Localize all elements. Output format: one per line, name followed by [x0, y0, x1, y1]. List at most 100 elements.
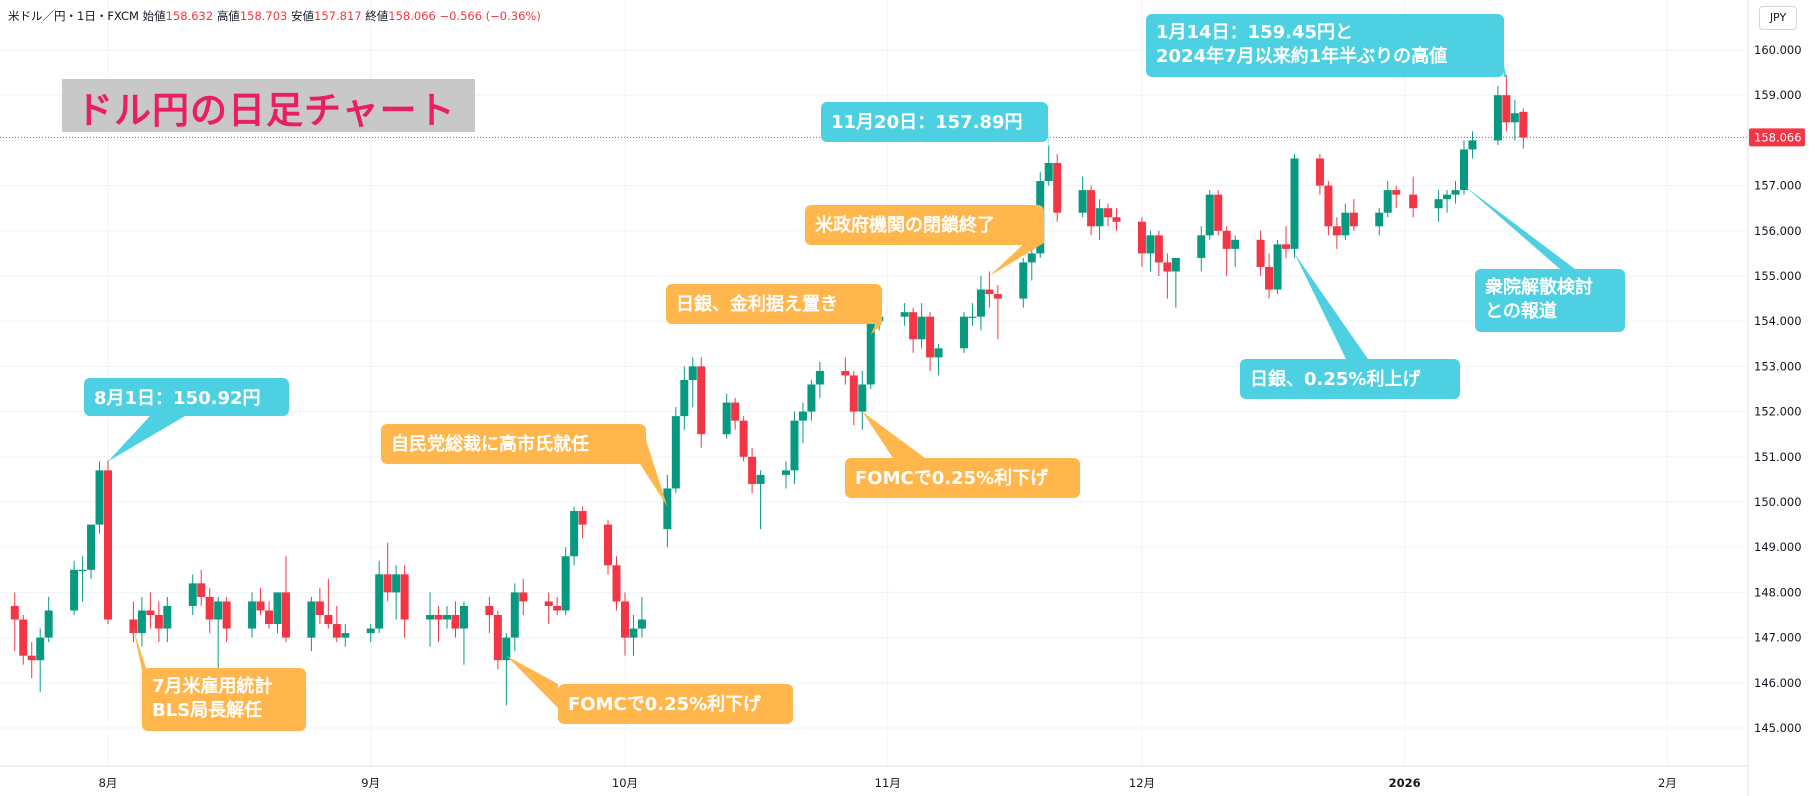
callout-box [84, 378, 289, 416]
candle [1112, 208, 1121, 231]
candle-body [451, 615, 460, 629]
candle-body [1095, 208, 1104, 227]
candle-body [248, 601, 257, 629]
candle [248, 592, 257, 638]
candle [798, 402, 807, 444]
candle [1409, 176, 1418, 218]
callout-text: BLS局長解任 [152, 699, 262, 721]
callout-pointer [862, 411, 925, 458]
candle [146, 592, 155, 629]
candle [815, 361, 824, 399]
candle [1282, 226, 1291, 258]
currency-button[interactable]: JPY [1759, 6, 1797, 30]
candle-body [214, 601, 223, 620]
candle [1146, 230, 1155, 272]
candle [544, 592, 553, 625]
candle-body [1273, 244, 1282, 290]
candle-body [1112, 217, 1121, 222]
candle [1460, 140, 1468, 195]
candle-body [1493, 95, 1502, 141]
candle [1519, 108, 1528, 149]
candle-body [188, 583, 197, 606]
candle-body [620, 601, 629, 638]
candle [1171, 257, 1180, 308]
candle-body [1265, 266, 1274, 290]
candle [620, 592, 629, 656]
y-tick-label: 149.000 [1754, 540, 1802, 554]
candle-body [95, 470, 104, 525]
candle [95, 461, 104, 534]
y-tick-label: 151.000 [1754, 450, 1802, 464]
candle [265, 601, 274, 629]
candle-body [146, 610, 155, 615]
candle-body [493, 615, 502, 661]
candle-body [926, 316, 935, 358]
candle [748, 447, 757, 493]
candle [1137, 217, 1146, 267]
x-tick-label: 2月 [1658, 776, 1677, 790]
candle-body [78, 569, 87, 571]
candle-body [1154, 235, 1163, 263]
candle [104, 460, 112, 625]
candle [1502, 74, 1511, 132]
candle [1332, 217, 1341, 249]
candle-body [400, 574, 409, 620]
candle [1053, 153, 1062, 222]
candle-body [366, 628, 375, 634]
candle-body [519, 592, 528, 602]
candle-body [426, 615, 435, 620]
candle-body [731, 402, 740, 421]
candle-body [10, 605, 19, 620]
candle-body [1341, 212, 1350, 236]
callout-pointer [1504, 66, 1507, 78]
candle [451, 601, 460, 638]
candle [1256, 230, 1265, 276]
candle-body [790, 420, 799, 471]
candle-body [637, 619, 646, 629]
candle [731, 398, 740, 430]
annotation-callout: FOMCで0.25%利下げ [845, 411, 1080, 498]
candle-body [756, 474, 765, 484]
y-tick-label: 148.000 [1754, 585, 1802, 599]
callout-pointer [108, 416, 185, 462]
candle [129, 601, 138, 643]
annotation-callout: 11月20日：157.89円 [821, 102, 1049, 148]
candle-body [1460, 149, 1468, 191]
candle [434, 605, 443, 643]
candle [1392, 185, 1401, 209]
callout-text: FOMCで0.25%利下げ [855, 467, 1049, 489]
candle-body [459, 605, 468, 629]
candle-body [44, 610, 53, 638]
candle [222, 596, 231, 643]
candle-body [985, 289, 994, 295]
annotation-callout: FOMCで0.25%利下げ [506, 655, 793, 724]
candle-body [976, 289, 985, 317]
candle-body [222, 601, 231, 629]
candle [1434, 190, 1443, 222]
y-tick-label: 156.000 [1754, 224, 1802, 238]
candle-body [163, 605, 172, 629]
candle-body [137, 610, 146, 634]
candle-body [1290, 158, 1299, 249]
candle-body [663, 488, 672, 530]
candle-body [87, 524, 96, 570]
candle-body [281, 592, 290, 638]
candle [1214, 190, 1223, 236]
callout-text: 2024年7月以来約1年半ぶりの高値 [1156, 45, 1447, 67]
candle-body [612, 565, 621, 602]
annotation-callout: 日銀、0.25%利上げ [1240, 253, 1460, 399]
candle-body [443, 615, 451, 620]
candle-body [722, 402, 731, 435]
candle-body [1205, 194, 1214, 236]
candle-body [697, 366, 706, 435]
candle [697, 357, 706, 448]
candle-body [1078, 190, 1087, 213]
candle-body [205, 596, 214, 620]
candle [968, 303, 977, 326]
x-tick-label: 8月 [99, 776, 118, 790]
candle [637, 596, 646, 638]
callout-text: 自民党総裁に高市氏就任 [391, 433, 589, 455]
callout-text: FOMCで0.25%利下げ [568, 693, 762, 715]
